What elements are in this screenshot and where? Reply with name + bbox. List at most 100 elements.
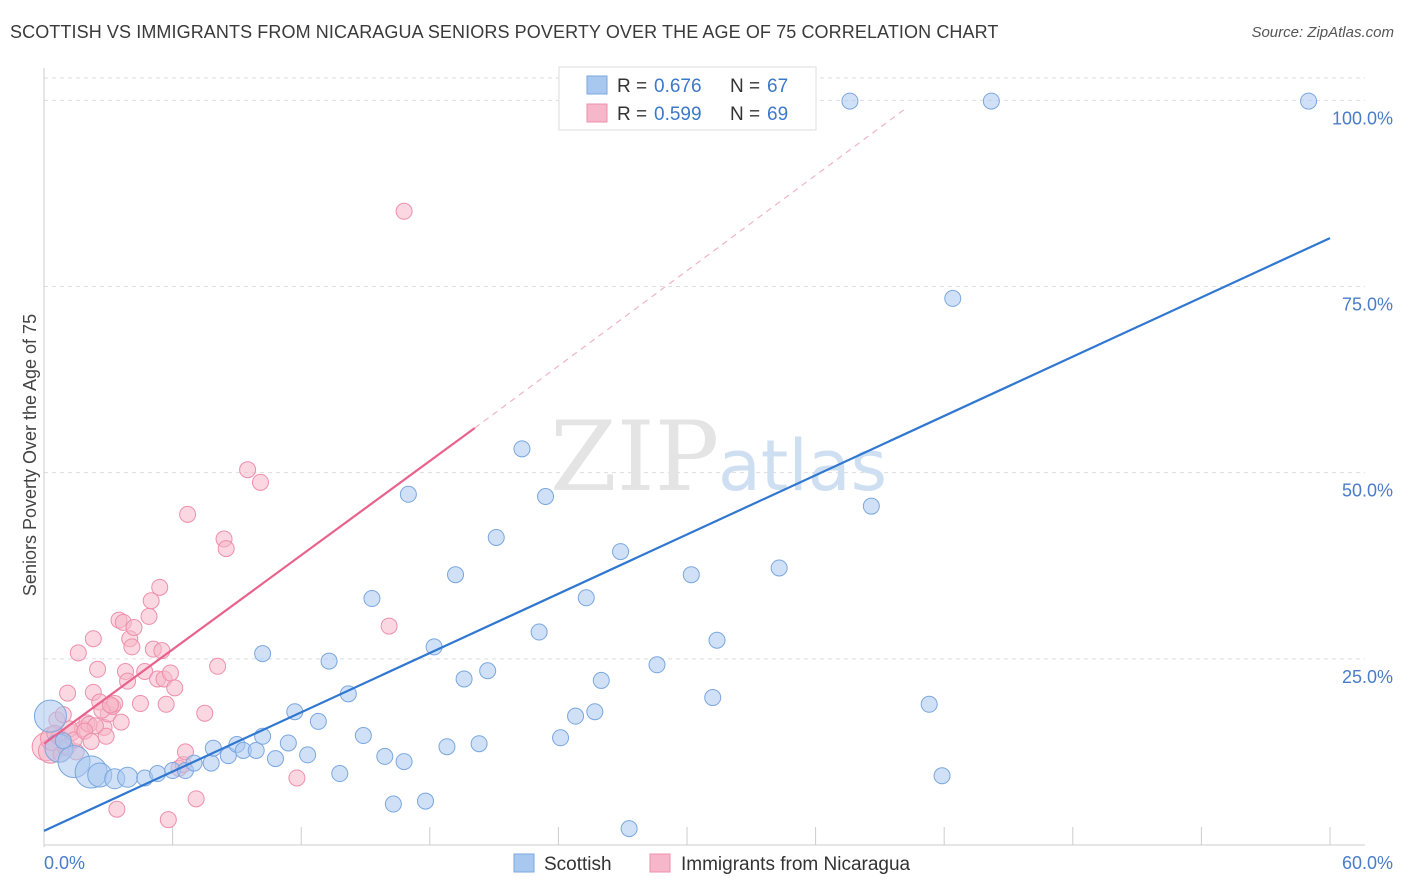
- scottish-point-58: [770, 559, 788, 577]
- scottish-point-40: [479, 662, 497, 680]
- legend-series: Scottish Immigrants from Nicaragua: [513, 853, 911, 875]
- legend-n-value-2: 69: [767, 104, 788, 125]
- nicaragua-point-38: [157, 695, 175, 713]
- watermark: ZIP atlas: [550, 401, 887, 513]
- legend-r-label-2: R =: [617, 104, 647, 125]
- scottish-point-23: [299, 746, 317, 764]
- scottish-point-24: [309, 712, 327, 730]
- nicaragua-point-39: [159, 811, 177, 829]
- nicaragua-point-14: [89, 660, 107, 678]
- nicaragua-point-67: [82, 732, 100, 750]
- nicaragua-point-41: [166, 679, 184, 697]
- scottish-point-26: [331, 765, 349, 783]
- legend-n-value-1: 67: [767, 76, 788, 97]
- scottish-point-39: [470, 735, 488, 753]
- legend-bottom-swatch-nicaragua: [649, 853, 671, 873]
- scottish-point-65: [1300, 92, 1318, 110]
- y-tick-label-1: 50.0%: [1342, 481, 1393, 501]
- legend-swatch-scottish: [586, 75, 608, 95]
- nicaragua-point-48: [209, 657, 227, 675]
- nicaragua-point-7: [59, 684, 77, 702]
- legend-swatch-nicaragua: [586, 103, 608, 123]
- scottish-point-52: [648, 656, 666, 674]
- legend-r-value-2: 0.599: [654, 104, 702, 125]
- nicaragua-point-31: [140, 607, 158, 625]
- watermark-atlas: atlas: [718, 425, 887, 507]
- scottish-point-25: [320, 652, 338, 670]
- x-tick-label-0: 0.0%: [44, 853, 85, 873]
- series-nicaragua-points: [31, 202, 413, 829]
- nicaragua-point-50: [217, 540, 235, 558]
- trend-line-nicaragua: [43, 427, 476, 745]
- nicaragua-point-35: [151, 578, 169, 596]
- scottish-point-46: [567, 707, 585, 725]
- tick-labels: 25.0% 50.0% 75.0% 100.0% 0.0% 60.0%: [44, 108, 1393, 873]
- scottish-point-62: [933, 767, 951, 785]
- scottish-point-33: [399, 485, 417, 503]
- nicaragua-point-51: [239, 461, 257, 479]
- chart-title: SCOTTISH VS IMMIGRANTS FROM NICARAGUA SE…: [10, 22, 999, 42]
- nicaragua-point-55: [395, 202, 413, 220]
- scottish-point-21: [279, 734, 297, 752]
- scottish-point-14: [219, 747, 237, 765]
- scottish-point-37: [447, 566, 465, 584]
- legend-bottom-label-scottish: Scottish: [544, 854, 612, 875]
- scottish-point-28: [354, 727, 372, 745]
- scottish-point-20: [266, 750, 284, 768]
- gridlines: [44, 77, 1365, 660]
- legend-bottom-label-nicaragua: Immigrants from Nicaragua: [681, 854, 911, 875]
- nicaragua-point-45: [179, 505, 197, 523]
- trend-line-scottish: [43, 237, 1331, 832]
- scottish-point-55: [708, 631, 726, 649]
- scottish-point-60: [862, 497, 880, 515]
- scottish-point-47: [577, 589, 595, 607]
- y-axis-label: Seniors Poverty Over the Age of 75: [20, 314, 40, 596]
- scottish-point-41: [487, 528, 505, 546]
- scottish-point-36: [438, 738, 456, 756]
- nicaragua-point-32: [142, 592, 160, 610]
- nicaragua-point-27: [123, 638, 141, 656]
- scottish-point-43: [530, 623, 548, 641]
- nicaragua-point-52: [251, 473, 269, 491]
- scottish-point-29: [363, 590, 381, 608]
- legend-bottom-swatch-scottish: [513, 853, 535, 873]
- scottish-point-64: [982, 92, 1000, 110]
- scottish-point-38: [455, 670, 473, 688]
- nicaragua-point-12: [84, 630, 102, 648]
- trend-lines: [43, 108, 1331, 832]
- nicaragua-point-46: [187, 790, 205, 808]
- x-tick-label-1: 60.0%: [1342, 853, 1393, 873]
- y-tick-label-2: 75.0%: [1342, 295, 1393, 315]
- nicaragua-point-21: [108, 800, 126, 818]
- scottish-point-19: [254, 645, 272, 663]
- nicaragua-point-17: [97, 727, 115, 745]
- legend-n-label-2: N =: [730, 104, 760, 125]
- nicaragua-point-62: [101, 696, 119, 714]
- scottish-point-45: [552, 729, 570, 747]
- nicaragua-point-47: [196, 704, 214, 722]
- scottish-point-44: [537, 487, 555, 505]
- scottish-point-32: [395, 753, 413, 771]
- nicaragua-point-68: [112, 713, 130, 731]
- scottish-point-31: [384, 795, 402, 813]
- scottish-point-17: [247, 741, 265, 759]
- scottish-point-50: [612, 543, 630, 561]
- scottish-point-6: [117, 766, 139, 788]
- y-tick-label-3: 100.0%: [1332, 108, 1393, 128]
- y-tick-label-0: 25.0%: [1342, 667, 1393, 687]
- legend-stats: R = 0.676 N = 67 R = 0.599 N = 69: [558, 66, 817, 131]
- nicaragua-point-9: [69, 644, 87, 662]
- scottish-point-48: [586, 703, 604, 721]
- scottish-point-59: [841, 92, 859, 110]
- nicaragua-point-44: [176, 743, 194, 761]
- scottish-point-56: [704, 689, 722, 707]
- scottish-point-66: [54, 732, 72, 750]
- scottish-point-34: [417, 792, 435, 810]
- nicaragua-point-54: [380, 617, 398, 635]
- watermark-zip: ZIP: [550, 401, 719, 513]
- trend-line-nicaragua-extension: [474, 108, 906, 429]
- scottish-point-61: [920, 695, 938, 713]
- source-credit: Source: ZipAtlas.com: [1251, 24, 1394, 41]
- nicaragua-point-53: [288, 769, 306, 787]
- scottish-point-63: [944, 289, 962, 307]
